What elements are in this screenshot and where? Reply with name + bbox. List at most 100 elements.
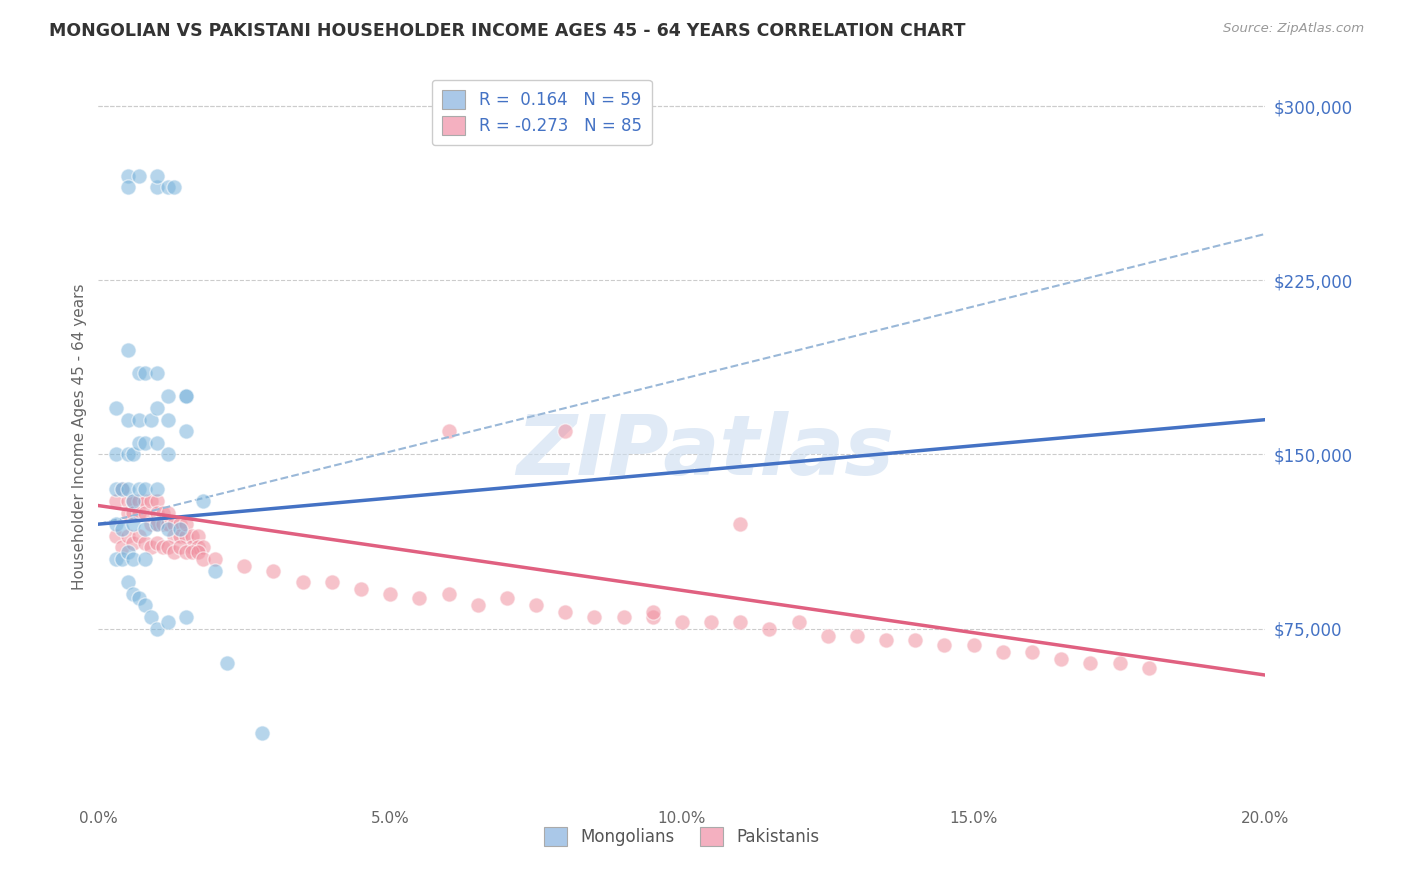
Point <box>139 517 162 532</box>
Point <box>128 529 150 543</box>
Point <box>104 483 127 497</box>
Point <box>104 448 127 462</box>
Point <box>134 535 156 549</box>
Point <box>787 615 810 629</box>
Point <box>104 401 127 415</box>
Point <box>146 180 169 194</box>
Point <box>554 424 576 438</box>
Point <box>700 615 723 629</box>
Point <box>180 545 202 559</box>
Point <box>262 564 284 578</box>
Point <box>134 494 156 508</box>
Point <box>496 591 519 606</box>
Point <box>612 610 634 624</box>
Point <box>193 494 215 508</box>
Point <box>122 517 145 532</box>
Point <box>291 575 314 590</box>
Point <box>157 522 180 536</box>
Point <box>139 610 162 624</box>
Point <box>146 494 169 508</box>
Point <box>163 529 186 543</box>
Point <box>174 529 197 543</box>
Point <box>250 726 273 740</box>
Point <box>380 587 402 601</box>
Point <box>111 483 134 497</box>
Text: ZIPatlas: ZIPatlas <box>516 411 894 492</box>
Point <box>1080 657 1102 671</box>
Point <box>583 610 606 624</box>
Point <box>111 541 134 555</box>
Point <box>730 615 752 629</box>
Point <box>1108 657 1130 671</box>
Point <box>204 552 226 566</box>
Point <box>128 169 150 183</box>
Point <box>163 517 186 532</box>
Point <box>117 529 139 543</box>
Point <box>134 366 156 380</box>
Point <box>134 436 156 450</box>
Point <box>146 483 169 497</box>
Point <box>1137 661 1160 675</box>
Y-axis label: Householder Income Ages 45 - 64 years: Householder Income Ages 45 - 64 years <box>72 284 87 591</box>
Point <box>117 343 139 357</box>
Point <box>157 541 180 555</box>
Point <box>117 180 139 194</box>
Point <box>146 506 169 520</box>
Point <box>111 522 134 536</box>
Point <box>817 629 839 643</box>
Point <box>117 506 139 520</box>
Point <box>169 541 191 555</box>
Point <box>157 615 180 629</box>
Point <box>134 506 156 520</box>
Point <box>117 483 139 497</box>
Point <box>187 545 209 559</box>
Point <box>437 424 460 438</box>
Point <box>117 575 139 590</box>
Point <box>146 517 169 532</box>
Point <box>730 517 752 532</box>
Text: Source: ZipAtlas.com: Source: ZipAtlas.com <box>1223 22 1364 36</box>
Point <box>163 545 186 559</box>
Point <box>134 522 156 536</box>
Point <box>128 436 150 450</box>
Point <box>157 412 180 426</box>
Point <box>193 541 215 555</box>
Point <box>122 587 145 601</box>
Point <box>524 599 547 613</box>
Point <box>146 517 169 532</box>
Point <box>991 645 1014 659</box>
Point <box>1050 652 1073 666</box>
Point <box>117 412 139 426</box>
Point <box>187 541 209 555</box>
Point <box>122 506 145 520</box>
Point <box>146 169 169 183</box>
Point <box>169 522 191 536</box>
Point <box>180 541 202 555</box>
Point <box>146 535 169 549</box>
Point <box>193 552 215 566</box>
Point <box>174 545 197 559</box>
Point <box>169 529 191 543</box>
Point <box>122 494 145 508</box>
Point <box>157 506 180 520</box>
Point <box>134 483 156 497</box>
Point <box>139 494 162 508</box>
Point <box>174 424 197 438</box>
Point <box>117 448 139 462</box>
Point <box>152 541 174 555</box>
Point <box>134 552 156 566</box>
Point <box>104 494 127 508</box>
Point <box>128 494 150 508</box>
Point <box>146 622 169 636</box>
Point <box>122 535 145 549</box>
Point <box>962 638 984 652</box>
Point <box>122 494 145 508</box>
Point <box>117 494 139 508</box>
Point <box>350 582 373 597</box>
Point <box>157 448 180 462</box>
Point <box>408 591 430 606</box>
Point <box>1021 645 1043 659</box>
Point <box>641 610 664 624</box>
Point <box>934 638 956 652</box>
Point <box>671 615 693 629</box>
